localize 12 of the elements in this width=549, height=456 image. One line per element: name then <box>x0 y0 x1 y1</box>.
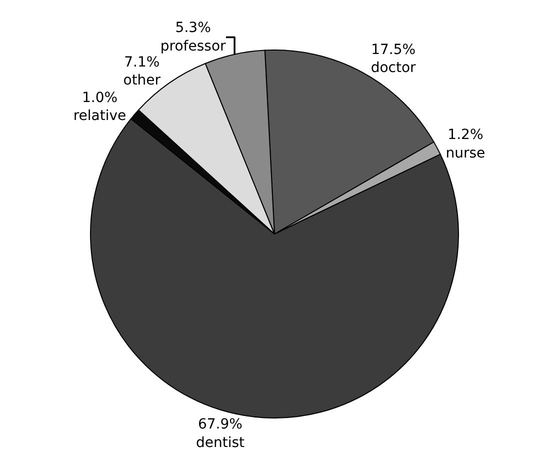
slice-label: dentist <box>196 434 245 451</box>
data-label: 67.9% <box>198 416 242 433</box>
data-label: 7.1% <box>124 54 160 70</box>
data-label: 5.3% <box>175 20 211 36</box>
slice-label: professor <box>160 38 226 54</box>
data-label: 17.5% <box>371 42 416 58</box>
slice-label: nurse <box>446 145 486 162</box>
data-label: 1.2% <box>448 127 484 144</box>
slice-label: other <box>123 72 161 89</box>
data-label: 1.0% <box>82 90 118 106</box>
slice-label: doctor <box>370 60 416 76</box>
slice-label: relative <box>73 108 126 124</box>
